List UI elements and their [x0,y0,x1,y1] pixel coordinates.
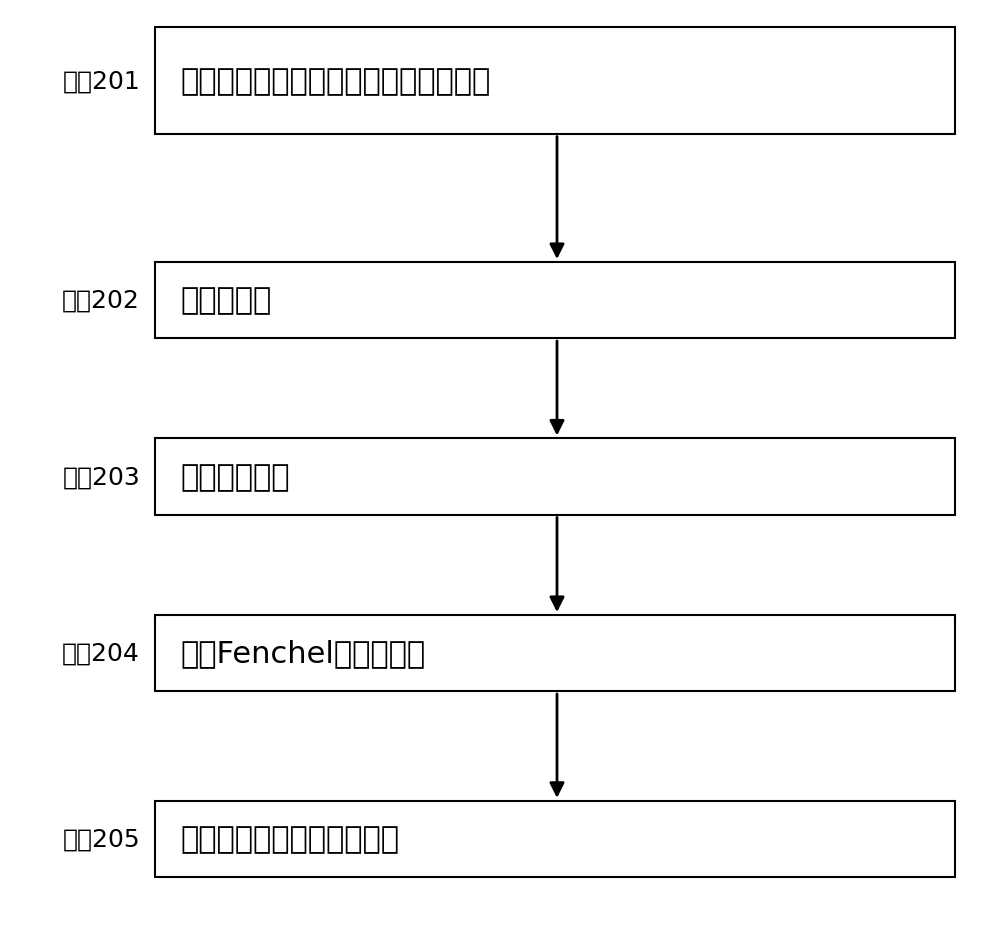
Text: 求取滤除了噪声的信号序列: 求取滤除了噪声的信号序列 [180,824,399,854]
Text: 求取系统矩阵: 求取系统矩阵 [180,462,290,492]
Text: 求取Fenchel特征值矩阵: 求取Fenchel特征值矩阵 [180,638,425,668]
Text: 求取稀疏度: 求取稀疏度 [180,286,271,316]
Bar [155,615,955,691]
Text: 模块202: 模块202 [62,289,140,313]
Bar [155,801,955,877]
Bar [155,263,955,339]
Text: 获取按时间顺序采集的实测的信号序列: 获取按时间顺序采集的实测的信号序列 [180,67,490,96]
Bar [155,439,955,515]
Text: 模块201: 模块201 [62,70,140,93]
Text: 模块204: 模块204 [62,641,140,665]
Bar [155,28,955,135]
Text: 模块203: 模块203 [62,465,140,489]
Text: 模块205: 模块205 [62,827,140,851]
